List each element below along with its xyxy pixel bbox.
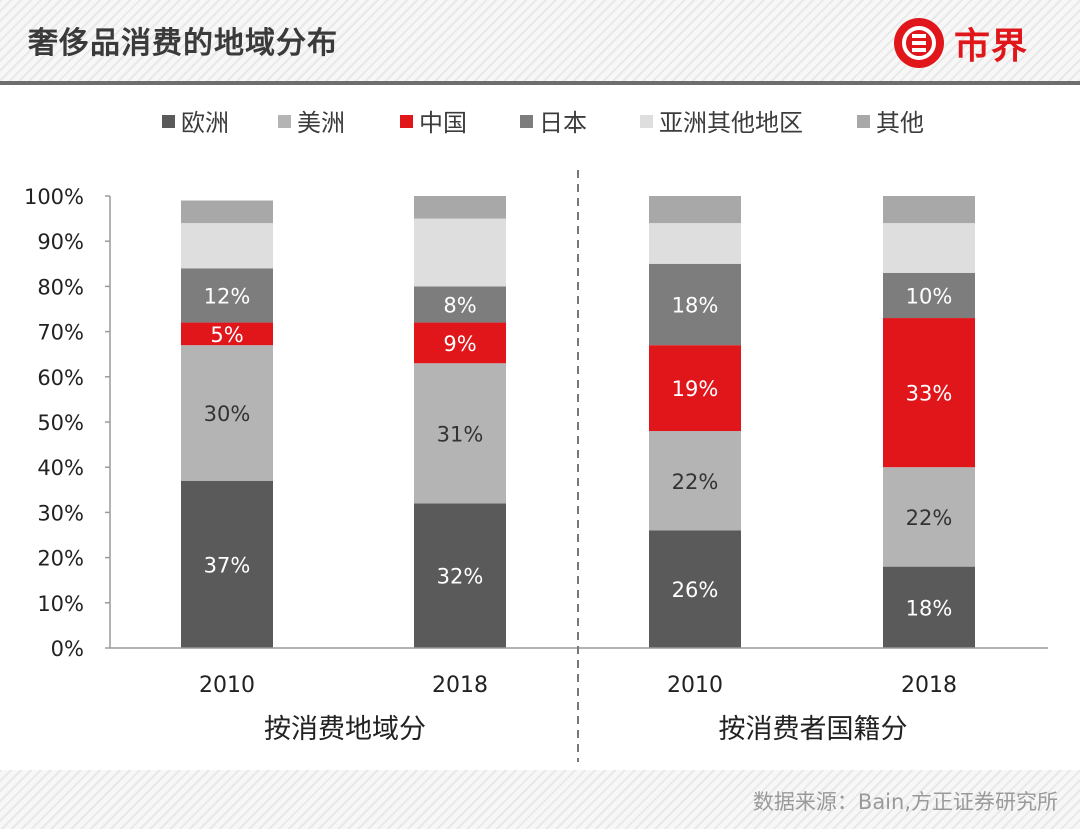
logo-text: 市界 <box>954 26 1029 67</box>
y-tick-label: 90% <box>37 230 84 254</box>
bar-segment <box>414 503 506 648</box>
group-label: 按消费地域分 <box>264 714 426 745</box>
bar-segment <box>181 480 273 648</box>
bar-segment <box>883 318 975 468</box>
legend-swatch <box>162 115 175 128</box>
legend-label: 亚洲其他地区 <box>659 109 803 137</box>
data-label: 31% <box>437 422 484 446</box>
bar-segment <box>181 223 273 269</box>
legend-swatch <box>520 115 533 128</box>
legend-label: 欧洲 <box>181 109 229 137</box>
data-label: 5% <box>210 323 243 347</box>
chart-legend: 欧洲 美洲 中国 日本 亚洲其他地区 其他 <box>162 109 924 137</box>
bar-segment <box>649 345 741 432</box>
data-label: 18% <box>906 596 953 620</box>
y-axis: 0% 10% 20% 30% 40% 50% 60% 70% 80% 90% 100% <box>24 185 111 661</box>
y-tick-label: 100% <box>24 185 84 209</box>
source-note: 数据来源：Bain,方正证券研究所 <box>752 790 1058 814</box>
logo-icon <box>894 18 944 68</box>
bar-segment <box>883 223 975 273</box>
data-label: 32% <box>437 565 484 589</box>
data-label: 12% <box>204 284 251 308</box>
legend-swatch <box>278 115 291 128</box>
y-tick-label: 60% <box>37 366 84 390</box>
legend-label: 中国 <box>419 109 467 137</box>
legend-swatch <box>400 115 413 128</box>
data-label: 26% <box>672 578 719 602</box>
bar-segment <box>414 196 506 219</box>
data-label: 8% <box>443 293 476 317</box>
bar-segment <box>414 363 506 504</box>
bar-segment <box>414 322 506 364</box>
x-tick-label: 2010 <box>667 673 723 698</box>
y-tick-label: 30% <box>37 501 84 525</box>
bar-segment <box>649 530 741 648</box>
legend-label: 美洲 <box>297 109 345 137</box>
bar-segment <box>649 431 741 531</box>
y-tick-label: 40% <box>37 456 84 480</box>
data-label: 19% <box>672 377 719 401</box>
y-tick-label: 0% <box>51 637 84 661</box>
data-label: 9% <box>443 332 476 356</box>
bar-segment <box>649 223 741 264</box>
stacked-bar-chart: 欧洲 美洲 中国 日本 亚洲其他地区 其他 0% 10% 20% 30% 40% 50% 60% 70%… <box>24 109 1048 762</box>
bar-segment <box>181 200 273 224</box>
bar-segment <box>414 286 506 323</box>
legend-label: 其他 <box>876 109 924 137</box>
data-label: 22% <box>906 506 953 530</box>
bar-segment <box>181 345 273 481</box>
header-bar: 奢侈品消费的地域分布 市界 <box>0 0 1080 82</box>
bar-segment <box>649 196 741 224</box>
y-tick-label: 20% <box>37 547 84 571</box>
bar-segment <box>649 263 741 346</box>
y-tick-label: 80% <box>37 275 84 299</box>
data-label: 22% <box>672 470 719 494</box>
bar-segment <box>883 566 975 648</box>
bar-segment <box>181 322 273 346</box>
data-label: 10% <box>906 284 953 308</box>
y-tick-label: 10% <box>37 592 84 616</box>
footer-bar: 数据来源：Bain,方正证券研究所 <box>0 770 1080 829</box>
data-label: 30% <box>204 402 251 426</box>
data-label: 18% <box>672 293 719 317</box>
bar-segment <box>883 272 975 319</box>
bar-segment <box>883 196 975 224</box>
bar-segment <box>414 218 506 287</box>
data-label: 33% <box>906 382 953 406</box>
bar-segment <box>883 467 975 567</box>
legend-swatch <box>640 115 653 128</box>
page-title: 奢侈品消费的地域分布 <box>28 26 338 61</box>
data-label: 37% <box>204 553 251 577</box>
y-tick-label: 70% <box>37 321 84 345</box>
y-tick-label: 50% <box>37 411 84 435</box>
brand-logo: 市界 <box>892 16 1028 70</box>
header-divider <box>0 81 1080 85</box>
legend-label: 日本 <box>539 109 587 137</box>
x-tick-label: 2010 <box>199 673 255 698</box>
bar-segment <box>181 268 273 323</box>
legend-swatch <box>857 115 870 128</box>
x-tick-label: 2018 <box>901 673 957 698</box>
x-tick-label: 2018 <box>432 673 488 698</box>
bars: 37% 30% 5% 12% 32% 31% 9% 8% 26% 22% 19% 18% 18% 22% 3… <box>181 196 975 648</box>
group-label: 按消费者国籍分 <box>719 714 908 745</box>
